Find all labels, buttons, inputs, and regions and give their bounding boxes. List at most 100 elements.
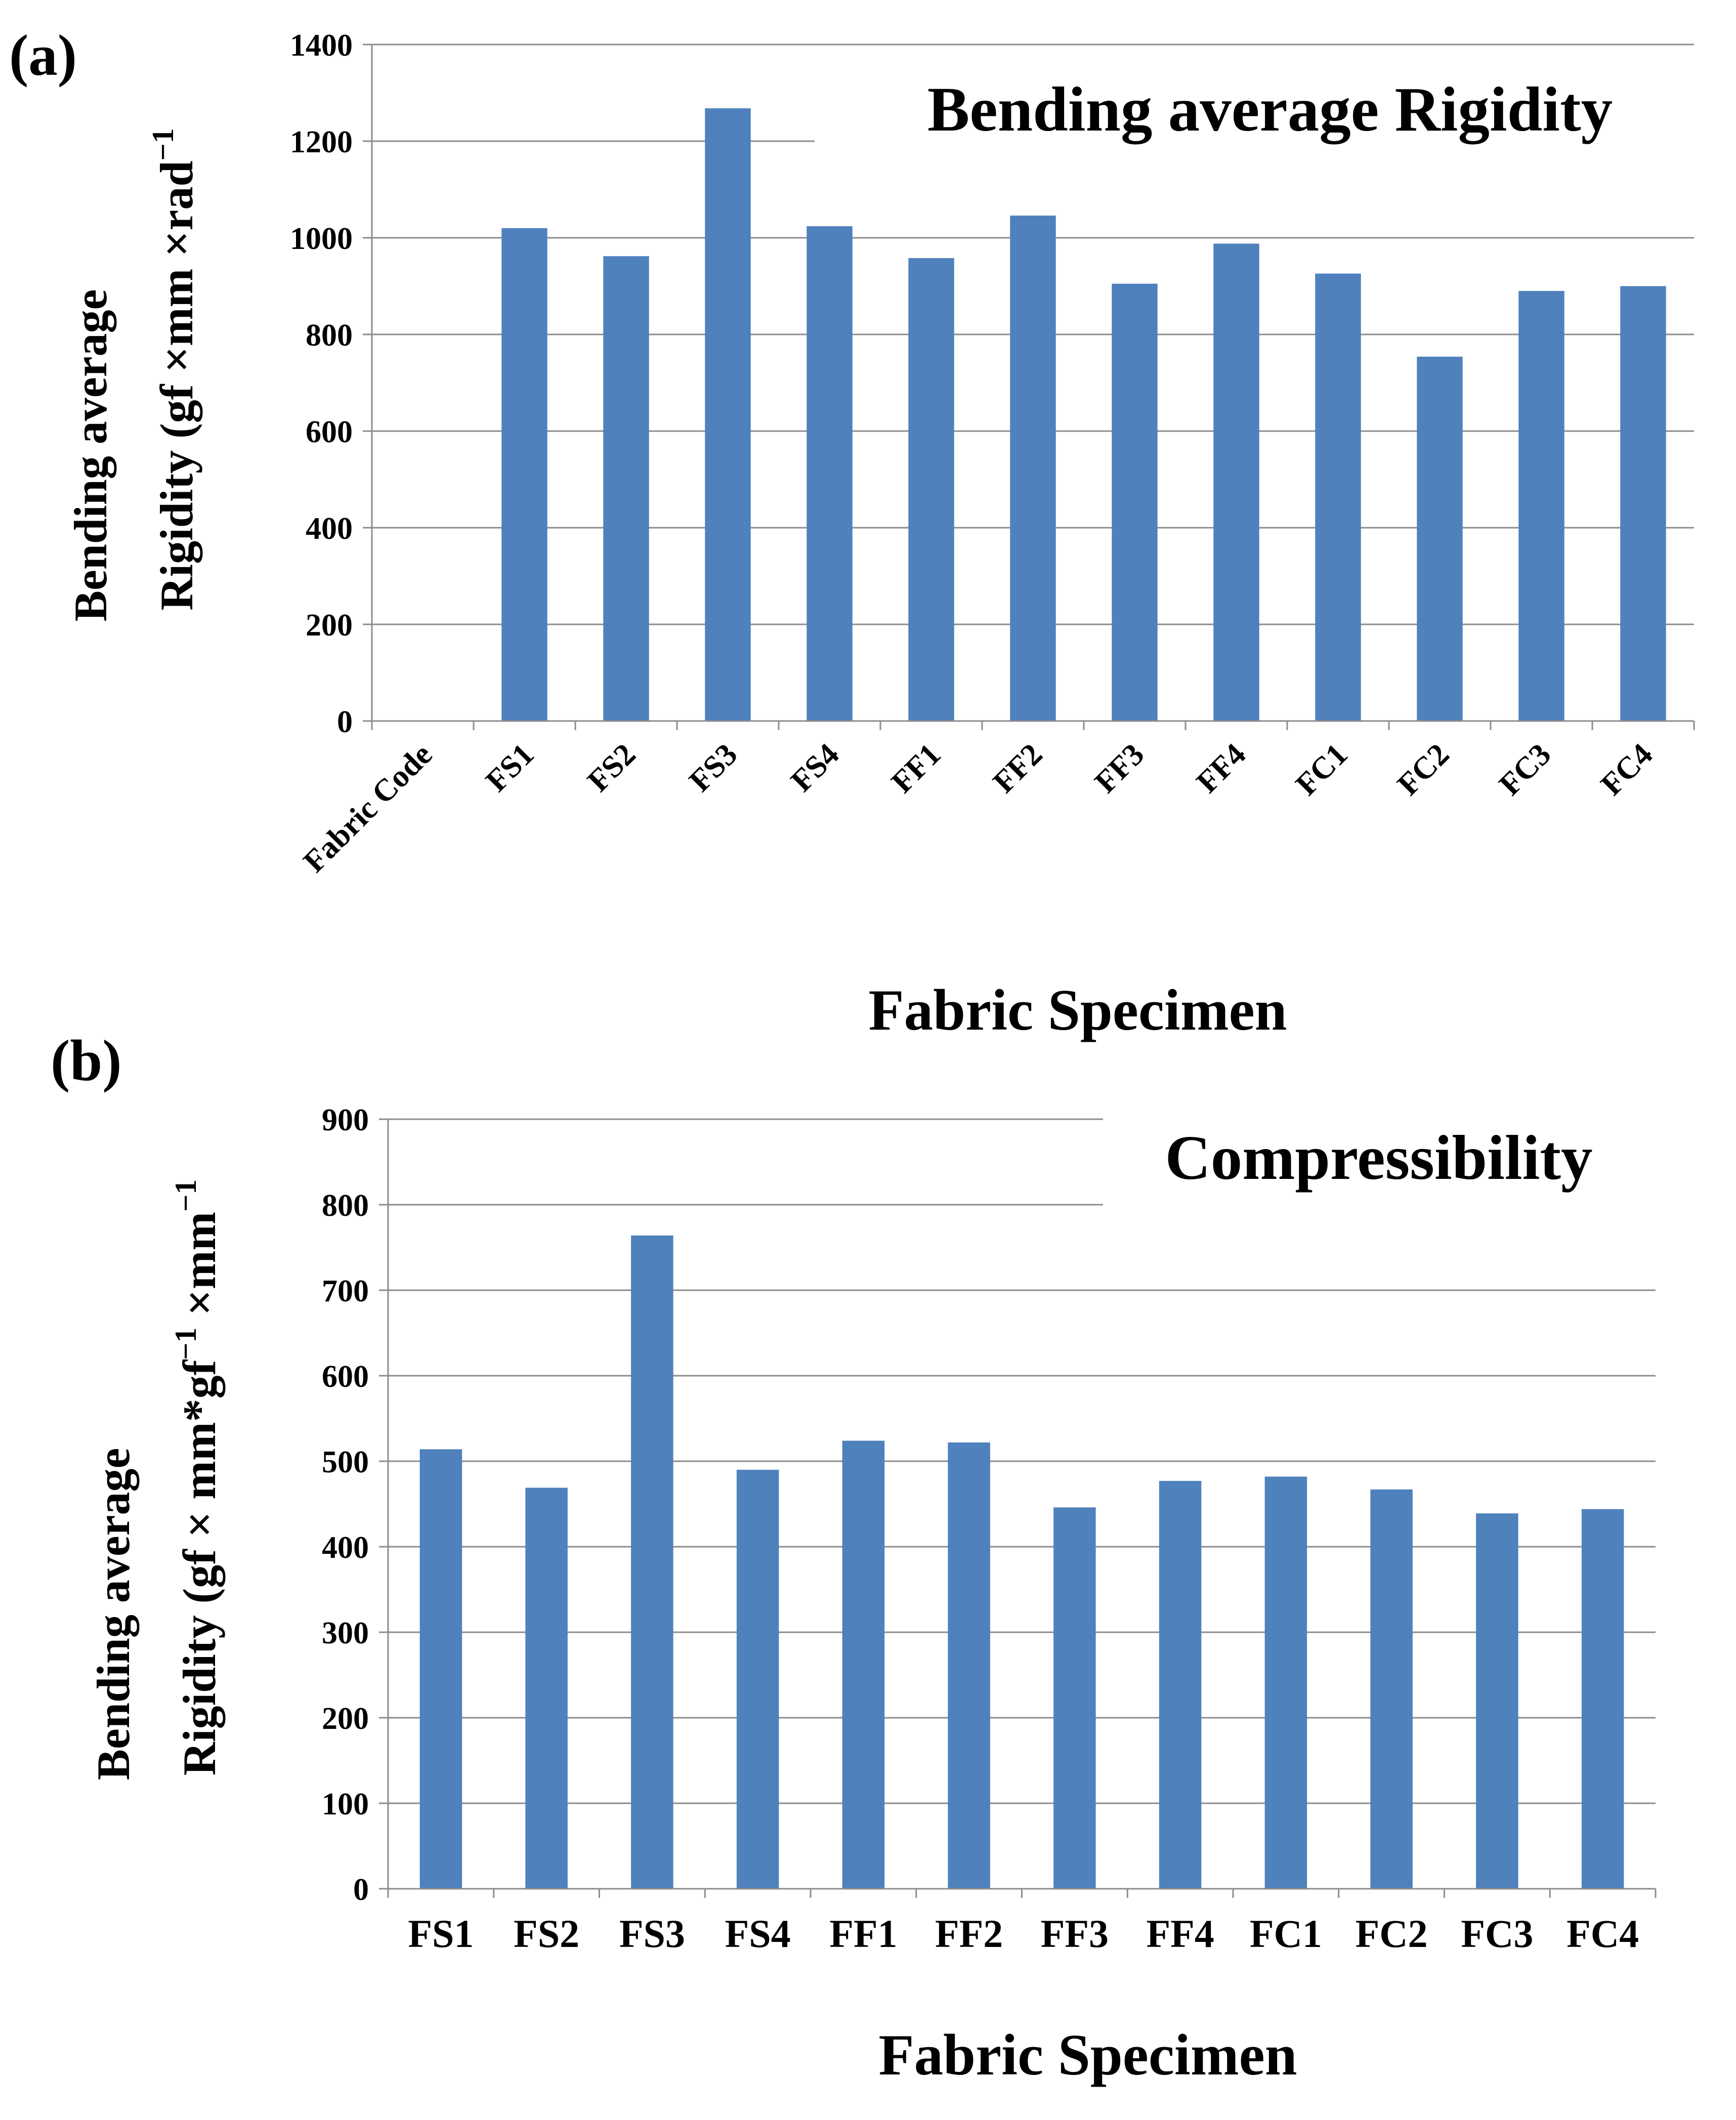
x-tick-label: FF1 <box>885 737 948 800</box>
bar-fc2 <box>1370 1489 1413 1889</box>
bar-ff2 <box>1010 216 1056 721</box>
x-tick-label: FC2 <box>1391 737 1456 802</box>
panel-b-y-tick-labels: 0 100 200 300 400 500 600 700 800 900 <box>322 1103 369 1907</box>
panel-a-x-axis-title: Fabric Specimen <box>868 978 1287 1042</box>
x-tick-label: FF2 <box>935 1912 1003 1956</box>
panel-b-y-axis-title-2: Rigidity (gf × mm*gf−1 ×mm−1 <box>169 1179 225 1776</box>
bar-fs3 <box>631 1235 673 1889</box>
bar-fc1 <box>1264 1476 1307 1889</box>
bar-fs2 <box>603 256 649 721</box>
panel-a-y-tick-labels: 0 200 400 600 800 1000 1200 1400 <box>290 28 353 739</box>
panel-a-ylabel-line2: Rigidity (gf ×mm ×rad−1 <box>146 128 202 611</box>
x-tick-label: FF3 <box>1088 737 1151 800</box>
x-tick-label: FC4 <box>1594 737 1659 802</box>
x-tick-label: FC3 <box>1493 737 1557 802</box>
x-tick-label: FS2 <box>581 737 642 798</box>
panel-b-ylabel-superscript-1: −1 <box>169 1328 202 1360</box>
x-tick-label: FS2 <box>514 1912 579 1956</box>
panel-b-ylabel-line2: Rigidity (gf × mm*gf−1 ×mm−1 <box>169 1179 225 1776</box>
x-tick-label: FC4 <box>1566 1912 1639 1956</box>
bar-fs1 <box>419 1449 462 1889</box>
y-tick-label: 1200 <box>290 125 353 159</box>
x-tick-label: FF1 <box>829 1912 897 1956</box>
panel-b-ylabel-superscript-2: −1 <box>169 1179 202 1212</box>
bar-ff3 <box>1112 283 1158 721</box>
panel-b-title-background <box>1103 1113 1665 1209</box>
x-tick-label: FS1 <box>479 737 540 798</box>
bar-ff1 <box>908 258 954 721</box>
bar-ff1 <box>842 1440 885 1889</box>
x-tick-label: FF2 <box>987 737 1049 800</box>
x-tick-label: FF3 <box>1041 1912 1109 1956</box>
panel-b-x-tick-labels: FS1 FS2 FS3 FS4 FF1 FF2 FF3 FF4 FC1 FC2 FC3 FC4 <box>408 1912 1639 1956</box>
bar-fs1 <box>501 228 547 721</box>
panel-a-chart: (a) 0 200 400 600 800 1000 1200 1400 Fabric Cod… <box>9 23 1725 1042</box>
x-tick-label: Fabric Code <box>297 737 439 879</box>
y-tick-label: 0 <box>353 1873 369 1907</box>
panel-a-ylabel-main: Rigidity (gf ×mm ×rad <box>151 160 202 610</box>
y-tick-label: 800 <box>322 1189 369 1223</box>
y-tick-label: 600 <box>306 415 353 449</box>
panel-b-label: (b) <box>51 1029 122 1093</box>
y-tick-label: 0 <box>337 705 353 739</box>
y-tick-label: 800 <box>306 318 353 353</box>
panel-b-y-axis-title: Bending average <box>88 1448 139 1780</box>
panel-a-ylabel-superscript: −1 <box>146 128 180 160</box>
panel-a-axes <box>363 45 1695 730</box>
panel-b-chart-title: Compressibility <box>1165 1123 1593 1193</box>
bar-fs4 <box>736 1469 779 1889</box>
panel-a-y-axis-title: Bending average <box>65 289 116 622</box>
x-tick-label: FC2 <box>1356 1912 1428 1956</box>
y-tick-label: 300 <box>322 1616 369 1650</box>
x-tick-label: FS4 <box>784 737 845 798</box>
panel-b-ylabel-tail: ×mm <box>174 1212 225 1328</box>
panel-a-x-tick-labels: Fabric Code FS1 FS2 FS3 FS4 FF1 FF2 FF3 FF4 FC1 FC… <box>297 737 1660 879</box>
panel-b-ylabel-line1: Bending average <box>88 1448 139 1780</box>
bar-ff4 <box>1159 1480 1202 1889</box>
panel-a-y-axis-title-2: Rigidity (gf ×mm ×rad−1 <box>146 128 202 611</box>
y-tick-label: 400 <box>322 1531 369 1565</box>
x-tick-label: FS1 <box>408 1912 474 1956</box>
bar-fc4 <box>1581 1509 1624 1889</box>
panel-b-bars <box>419 1235 1624 1889</box>
y-tick-label: 200 <box>306 608 353 643</box>
bar-ff2 <box>948 1442 990 1889</box>
bar-fc1 <box>1315 273 1361 721</box>
x-tick-label: FS3 <box>683 737 744 798</box>
x-tick-label: FF4 <box>1190 737 1253 800</box>
bar-fc3 <box>1476 1513 1518 1889</box>
panel-b-gridlines <box>379 1118 1656 1890</box>
panel-a-ylabel-line1: Bending average <box>65 289 116 622</box>
x-tick-label: FC1 <box>1250 1912 1322 1956</box>
bar-fs3 <box>705 108 751 721</box>
bar-ff4 <box>1213 243 1259 722</box>
y-tick-label: 200 <box>322 1702 369 1736</box>
bar-fs4 <box>807 226 853 722</box>
panel-a-label: (a) <box>9 23 77 88</box>
x-tick-label: FC3 <box>1461 1912 1533 1956</box>
bar-fc3 <box>1518 291 1564 721</box>
y-tick-label: 1000 <box>290 222 353 256</box>
x-tick-label: FS4 <box>725 1912 791 1956</box>
y-tick-label: 1400 <box>290 28 353 63</box>
panel-a-bars <box>501 108 1666 722</box>
y-tick-label: 600 <box>322 1360 369 1394</box>
panel-b-x-axis-title: Fabric Specimen <box>878 2023 1297 2087</box>
y-tick-label: 400 <box>306 512 353 546</box>
panel-b-axes <box>379 1119 1657 1898</box>
bar-ff3 <box>1053 1507 1096 1889</box>
panel-a-chart-title: Bending average Rigidity <box>927 75 1613 145</box>
panel-b-ylabel-main: Rigidity (gf × mm*gf <box>174 1359 225 1775</box>
x-tick-label: FS3 <box>619 1912 685 1956</box>
bar-fs2 <box>525 1488 568 1889</box>
y-tick-label: 900 <box>322 1103 369 1137</box>
panel-a-title-background <box>815 51 1725 167</box>
x-tick-label: FF4 <box>1146 1912 1214 1956</box>
y-tick-label: 700 <box>322 1274 369 1308</box>
bar-fc4 <box>1620 286 1666 721</box>
y-tick-label: 100 <box>322 1787 369 1821</box>
y-tick-label: 500 <box>322 1445 369 1479</box>
x-tick-label: FC1 <box>1289 737 1354 802</box>
